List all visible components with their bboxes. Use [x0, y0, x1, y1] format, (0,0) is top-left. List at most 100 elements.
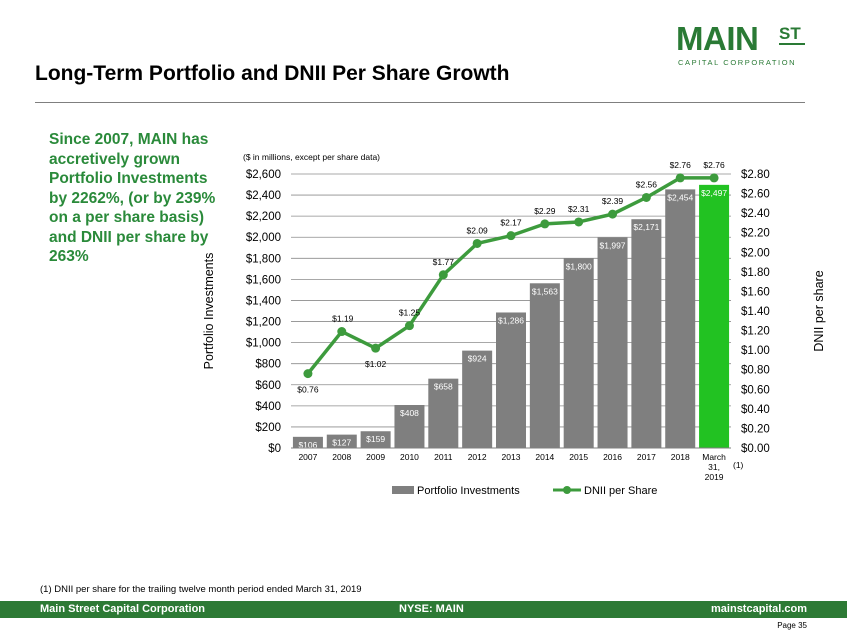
bar-value-label: $1,563 [532, 286, 558, 296]
line-point-dnii [574, 217, 584, 227]
y-right-tick-label: $0.20 [741, 423, 770, 435]
bar-portfolio [529, 283, 560, 448]
bar-value-label: $924 [468, 354, 487, 364]
bar-portfolio [462, 350, 493, 448]
line-value-label: $2.09 [467, 225, 489, 235]
y-right-tick-label: $2.20 [741, 228, 770, 240]
bar-value-label: $106 [298, 440, 317, 450]
legend-label-portfolio: Portfolio Investments [417, 485, 520, 497]
logo-main-text: MAIN [676, 20, 759, 57]
footnote: (1) DNII per share for the trailing twel… [40, 584, 362, 595]
y-left-tick-label: $2,000 [246, 232, 281, 244]
title-divider [35, 102, 805, 103]
bar-portfolio [428, 378, 459, 448]
line-value-label: $1.77 [433, 257, 455, 267]
line-point-dnii [608, 209, 618, 219]
x-tick-label: 2015 [569, 452, 588, 462]
bar-portfolio [360, 431, 391, 448]
line-value-label: $0.76 [297, 385, 319, 395]
line-point-dnii [709, 173, 719, 183]
x-tick-label: March [702, 452, 726, 462]
line-value-label: $2.29 [534, 206, 556, 216]
main-street-logo: MAIN ST CAPITAL CORPORATION [676, 20, 816, 67]
footer-company: Main Street Capital Corporation [40, 603, 206, 615]
line-point-dnii [337, 327, 347, 337]
portfolio-dnii-chart: ($ in millions, except per share data) $0… [202, 152, 826, 497]
x-tick-label: 2007 [298, 452, 317, 462]
y-left-axis-title: Portfolio Investments [202, 253, 216, 370]
footer-bar [0, 601, 847, 618]
y-right-tick-label: $0.40 [741, 404, 770, 416]
legend-swatch-marker [563, 486, 571, 494]
x-tick-label: 2017 [637, 452, 656, 462]
x-tick-label: 2018 [671, 452, 690, 462]
line-point-dnii [540, 219, 550, 229]
bar-value-label: $2,454 [667, 192, 693, 202]
line-point-dnii [675, 173, 685, 183]
line-point-dnii [641, 192, 651, 202]
line-value-label: $1.25 [399, 308, 421, 318]
y-left-tick-label: $800 [255, 359, 281, 371]
y-left-tick-label: $1,800 [246, 253, 281, 265]
y-right-tick-label: $0.60 [741, 384, 770, 396]
bar-portfolio [292, 436, 323, 448]
bar-value-label: $408 [400, 408, 419, 418]
x-tick-label: 31, [708, 462, 720, 472]
y-left-tick-label: $1,400 [246, 295, 281, 307]
footer-ticker: NYSE: MAIN [399, 603, 464, 615]
legend-swatch-portfolio [392, 486, 414, 494]
bar-portfolio [665, 189, 696, 448]
line-value-label: $2.17 [500, 218, 522, 228]
bar-value-label: $658 [434, 382, 453, 392]
bar-portfolio [394, 405, 425, 448]
y-left-tick-label: $0 [268, 443, 281, 455]
line-value-label: $2.76 [703, 160, 725, 170]
y-left-tick-label: $1,200 [246, 317, 281, 329]
bar-value-label: $1,286 [498, 315, 524, 325]
bar-portfolio [563, 258, 594, 448]
y-right-tick-label: $1.60 [741, 286, 770, 298]
line-point-dnii [472, 238, 482, 248]
y-right-tick-label: $2.60 [741, 189, 770, 201]
bar-value-label: $1,800 [566, 261, 592, 271]
line-point-dnii [506, 231, 516, 241]
y-left-tick-label: $1,600 [246, 274, 281, 286]
line-value-label: $2.39 [602, 196, 624, 206]
logo-underline [779, 43, 805, 45]
bar-portfolio [631, 219, 662, 448]
y-left-tick-label: $1,000 [246, 338, 281, 350]
y-left-tick-label: $400 [255, 401, 281, 413]
legend-label-dnii: DNII per Share [584, 485, 657, 497]
slide-title: Long-Term Portfolio and DNII Per Share G… [35, 62, 510, 85]
y-left-tick-label: $2,400 [246, 190, 281, 202]
y-right-tick-label: $2.00 [741, 247, 770, 259]
line-point-dnii [438, 270, 448, 280]
summary-text: Since 2007, MAIN has accretively grown P… [49, 131, 216, 265]
y-right-tick-label: $0.00 [741, 443, 770, 455]
y-right-tick-label: $1.20 [741, 326, 770, 338]
line-value-label: $2.31 [568, 204, 590, 214]
x-tick-label: 2009 [366, 452, 385, 462]
y-right-tick-label: $0.80 [741, 365, 770, 377]
line-value-label: $1.19 [332, 314, 354, 324]
page-number: Page 35 [777, 621, 807, 630]
bar-value-label: $159 [366, 434, 385, 444]
bar-value-label: $2,171 [633, 222, 659, 232]
line-point-dnii [404, 321, 414, 331]
chart-subtitle: ($ in millions, except per share data) [243, 152, 380, 162]
footer-website[interactable]: mainstcapital.com [711, 603, 807, 615]
x-tick-label: 2019 [705, 472, 724, 482]
x-tick-label: 2016 [603, 452, 622, 462]
bar-portfolio [496, 312, 526, 448]
y-right-tick-label: $1.80 [741, 267, 770, 279]
line-point-dnii [303, 369, 313, 379]
line-value-label: $1.02 [365, 359, 387, 369]
x-footnote-marker: (1) [733, 460, 744, 470]
y-right-tick-label: $1.40 [741, 306, 770, 318]
bar-portfolio [699, 184, 730, 448]
x-tick-label: 2012 [468, 452, 487, 462]
y-right-tick-label: $1.00 [741, 345, 770, 357]
y-left-tick-label: $600 [255, 380, 281, 392]
line-point-dnii [371, 343, 381, 353]
line-value-label: $2.76 [670, 160, 692, 170]
